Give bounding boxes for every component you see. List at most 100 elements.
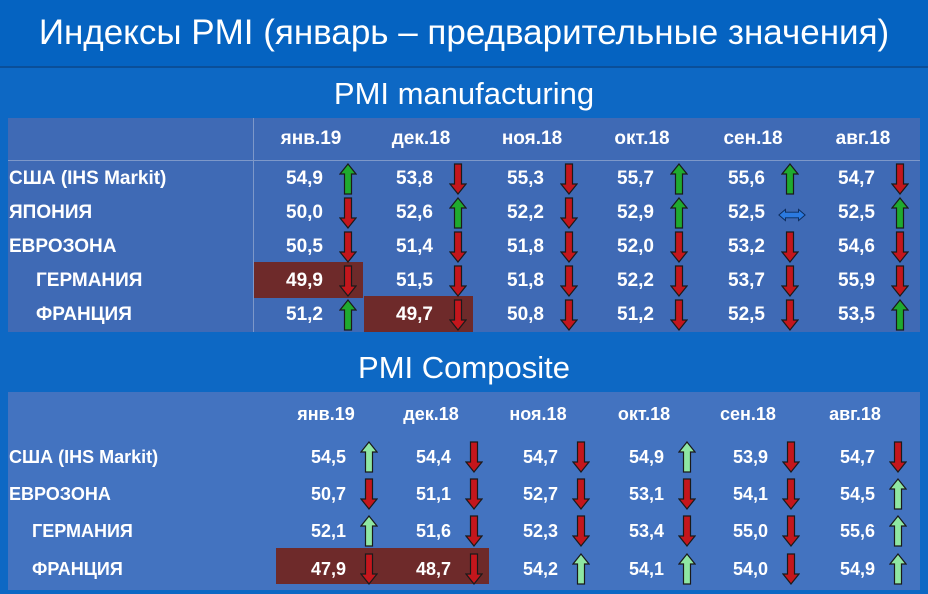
row-label: ЕВРОЗОНА (9, 236, 117, 257)
down-arrow-icon (339, 197, 357, 229)
value-cell: 50,7 (310, 484, 346, 504)
down-arrow-icon (339, 265, 357, 297)
value-cell: 48,7 (415, 559, 451, 579)
up-arrow-icon (339, 299, 357, 331)
value-cell: 51,6 (415, 521, 451, 541)
down-arrow-icon (449, 163, 467, 195)
value-cell: 49,9 (286, 270, 323, 291)
down-arrow-icon (572, 478, 590, 510)
value-cell: 52,2 (507, 202, 544, 223)
value-cell: 53,1 (628, 484, 664, 504)
down-arrow-icon (670, 299, 688, 331)
column-header: янв.19 (280, 128, 342, 149)
value-cell: 55,9 (838, 270, 875, 291)
down-arrow-icon (782, 478, 800, 510)
value-cell: 51,8 (507, 236, 544, 257)
manufacturing-table: янв.19 дек.18 ноя.18 окт.18 сен.18 авг.18 США … (8, 118, 920, 332)
value-cell: 50,0 (286, 202, 323, 223)
value-cell: 55,3 (507, 168, 544, 189)
value-cell: 54,7 (838, 168, 875, 189)
value-cell: 50,5 (286, 236, 323, 257)
up-arrow-icon (891, 299, 909, 331)
value-cell: 52,5 (728, 202, 765, 223)
value-cell: 55,0 (732, 521, 768, 541)
down-arrow-icon (782, 515, 800, 547)
value-cell: 51,4 (396, 236, 433, 257)
value-cell: 53,2 (728, 236, 765, 257)
column-header: авг.18 (829, 404, 881, 424)
value-cell: 55,6 (839, 521, 875, 541)
down-arrow-icon (560, 299, 578, 331)
down-arrow-icon (572, 515, 590, 547)
value-cell: 51,1 (415, 484, 451, 504)
value-cell: 52,9 (617, 202, 654, 223)
down-arrow-icon (465, 478, 483, 510)
composite-title: PMI Composite (358, 350, 570, 385)
down-arrow-icon (782, 441, 800, 473)
value-cell: 51,5 (396, 270, 433, 291)
value-cell: 51,8 (507, 270, 544, 291)
column-header: сен.18 (720, 404, 776, 424)
down-arrow-icon (339, 231, 357, 263)
down-arrow-icon (465, 553, 483, 585)
value-cell: 49,7 (396, 304, 433, 325)
value-cell: 54,6 (838, 236, 875, 257)
down-arrow-icon (560, 265, 578, 297)
down-arrow-icon (560, 231, 578, 263)
value-cell: 53,7 (728, 270, 765, 291)
down-arrow-icon (781, 299, 799, 331)
row-label: США (IHS Markit) (9, 168, 167, 189)
down-arrow-icon (889, 441, 907, 473)
value-cell: 47,9 (310, 559, 346, 579)
column-header: ноя.18 (501, 128, 563, 149)
value-cell: 52,1 (310, 521, 346, 541)
value-cell: 54,1 (628, 559, 664, 579)
row-label: ЯПОНИЯ (9, 202, 93, 223)
title-bar: Индексы PMI (январь – предварительные зн… (0, 0, 928, 68)
value-cell: 51,2 (286, 304, 323, 325)
column-header: окт.18 (617, 404, 671, 424)
down-arrow-icon (891, 163, 909, 195)
up-arrow-icon (339, 163, 357, 195)
column-header: янв.19 (297, 404, 355, 424)
value-cell: 54,2 (522, 559, 558, 579)
row-label: США (IHS Markit) (9, 447, 159, 467)
value-cell: 54,7 (839, 447, 875, 467)
down-arrow-icon (678, 515, 696, 547)
up-arrow-icon (670, 163, 688, 195)
down-arrow-icon (560, 163, 578, 195)
up-arrow-icon (678, 441, 696, 473)
value-cell: 54,9 (839, 559, 875, 579)
row-label: ФРАНЦИЯ (32, 559, 123, 579)
composite-table: янв.19 дек.18 ноя.18 окт.18 сен.18 авг.18 США … (8, 392, 920, 590)
column-header: дек.18 (391, 128, 451, 149)
down-arrow-icon (360, 478, 378, 510)
up-arrow-icon (449, 197, 467, 229)
value-cell: 52,7 (522, 484, 558, 504)
value-cell: 55,6 (728, 168, 765, 189)
down-arrow-icon (678, 478, 696, 510)
column-header: окт.18 (614, 128, 670, 149)
row-label: ГЕРМАНИЯ (36, 270, 143, 291)
value-cell: 53,5 (838, 304, 875, 325)
grid-line (253, 118, 254, 332)
up-arrow-icon (889, 553, 907, 585)
down-arrow-icon (449, 299, 467, 331)
value-cell: 52,0 (617, 236, 654, 257)
down-arrow-icon (891, 231, 909, 263)
down-arrow-icon (781, 231, 799, 263)
up-arrow-icon (572, 553, 590, 585)
value-cell: 54,5 (310, 447, 346, 467)
up-arrow-icon (891, 197, 909, 229)
value-cell: 55,7 (617, 168, 654, 189)
value-cell: 51,2 (617, 304, 654, 325)
down-arrow-icon (782, 553, 800, 585)
up-arrow-icon (670, 197, 688, 229)
row-label: ЕВРОЗОНА (9, 484, 111, 504)
value-cell: 53,9 (732, 447, 768, 467)
down-arrow-icon (781, 265, 799, 297)
value-cell: 53,4 (628, 521, 664, 541)
grid-line (8, 160, 920, 161)
up-arrow-icon (678, 553, 696, 585)
down-arrow-icon (670, 231, 688, 263)
